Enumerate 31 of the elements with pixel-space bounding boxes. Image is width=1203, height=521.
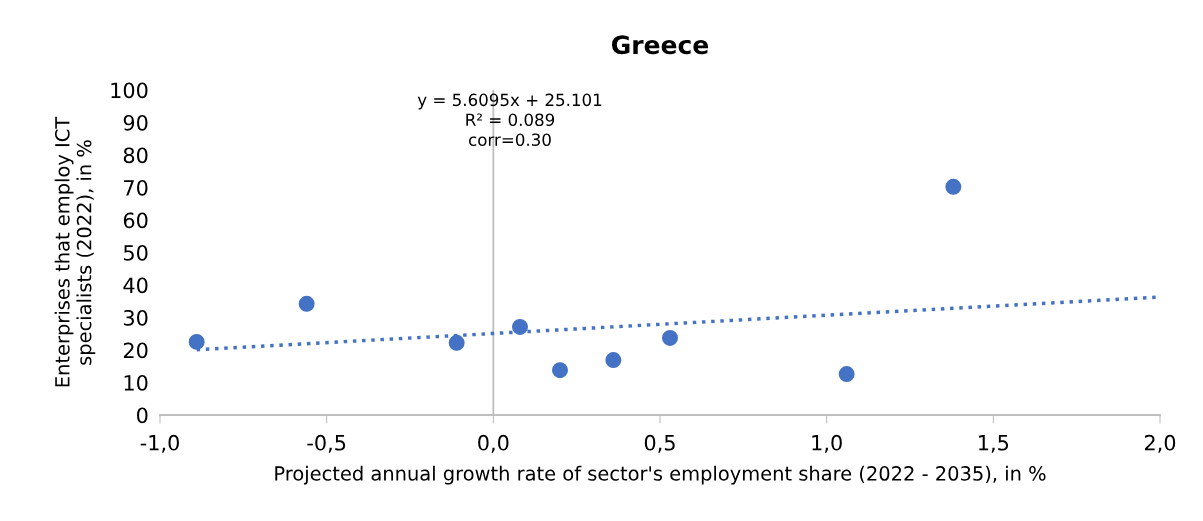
y-tick-label: 40: [123, 277, 148, 294]
annotation: y = 5.6095x + 25.101 R² = 0.089 corr=0.30: [417, 93, 602, 147]
y-tick-label: 80: [123, 147, 148, 164]
y-tick-label: 90: [123, 114, 148, 131]
x-tick-label: -1,0: [140, 434, 179, 453]
y-tick-label: 0: [137, 407, 148, 424]
point: [448, 334, 465, 351]
x-tick-label: 0,0: [478, 434, 509, 453]
y-tick-label: 100: [111, 82, 148, 99]
y-axis-title: Enterprises that employ ICT specialists (2022), in %: [54, 116, 96, 387]
point: [188, 333, 205, 350]
x-tick-label: 0,5: [644, 434, 675, 453]
x-tick-label: -0,5: [307, 434, 346, 453]
point: [512, 318, 528, 335]
x-axis-title: Projected annual growth rate of sector's employment share (2022 - 2035), in %: [275, 465, 1046, 485]
point: [838, 366, 855, 383]
y-tick-label: 70: [124, 179, 148, 196]
y-tick-label: 60: [123, 212, 148, 229]
point: [298, 295, 315, 312]
x-tick-label: 1,5: [979, 435, 1009, 453]
x-tick-label: 1,0: [812, 434, 842, 453]
y-tick-label: 30: [123, 309, 148, 326]
y-tick-label: 20: [123, 342, 148, 359]
point: [945, 178, 962, 195]
chart-title: Greece: [611, 35, 709, 55]
y-tick-label: 50: [123, 244, 148, 261]
point: [552, 362, 568, 379]
point: [605, 352, 622, 369]
y-tick-label: 10: [124, 374, 148, 391]
x-tick-label: 2,0: [1144, 434, 1176, 453]
point: [662, 329, 678, 346]
